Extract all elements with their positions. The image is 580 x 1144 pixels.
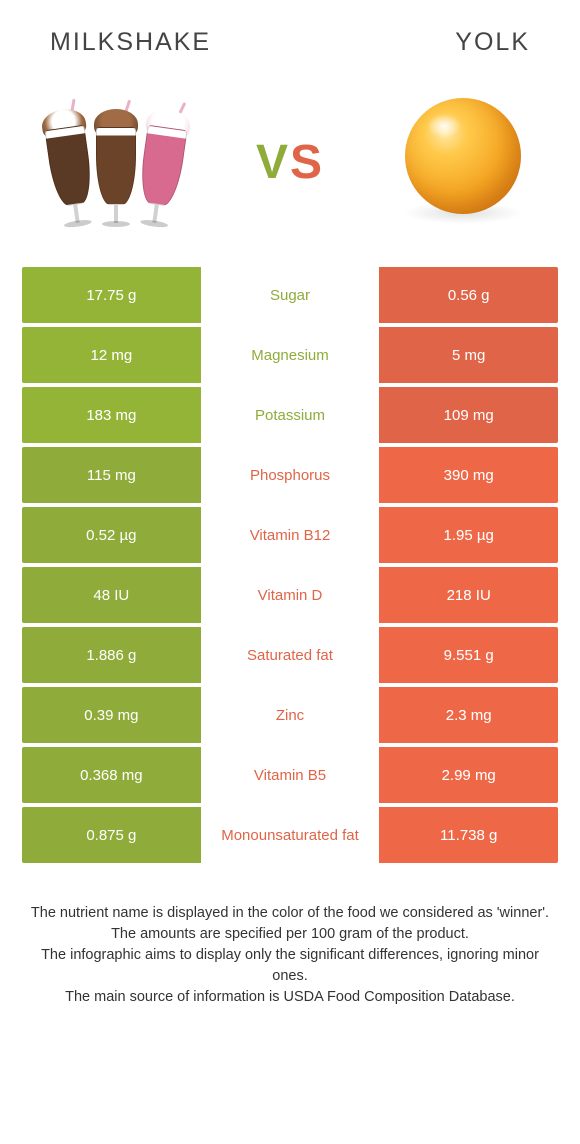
right-value: 2.3 mg	[379, 687, 558, 743]
nutrient-label: Monounsaturated fat	[201, 807, 380, 863]
vs-v: V	[256, 136, 290, 189]
left-value: 1.886 g	[22, 627, 201, 683]
nutrient-label: Vitamin B12	[201, 507, 380, 563]
right-food-title: Yolk	[455, 28, 530, 57]
images-row: VS	[0, 67, 580, 267]
left-value: 48 IU	[22, 567, 201, 623]
right-value: 11.738 g	[379, 807, 558, 863]
nutrient-label: Phosphorus	[201, 447, 380, 503]
left-value: 0.52 µg	[22, 507, 201, 563]
nutrient-label: Potassium	[201, 387, 380, 443]
footer-line: The main source of information is USDA F…	[30, 987, 550, 1008]
nutrient-label: Sugar	[201, 267, 380, 323]
vs-s: S	[290, 136, 324, 189]
milkshake-image	[30, 87, 205, 237]
nutrient-label: Saturated fat	[201, 627, 380, 683]
table-row: 12 mgMagnesium5 mg	[22, 327, 558, 383]
yolk-image	[375, 87, 550, 237]
left-value: 183 mg	[22, 387, 201, 443]
table-row: 48 IUVitamin D218 IU	[22, 567, 558, 623]
footer-line: The nutrient name is displayed in the co…	[30, 903, 550, 924]
right-value: 2.99 mg	[379, 747, 558, 803]
footer-line: The infographic aims to display only the…	[30, 945, 550, 987]
right-value: 9.551 g	[379, 627, 558, 683]
right-value: 1.95 µg	[379, 507, 558, 563]
left-value: 12 mg	[22, 327, 201, 383]
nutrient-label: Vitamin B5	[201, 747, 380, 803]
header: Milkshake Yolk	[0, 0, 580, 67]
left-food-title: Milkshake	[50, 28, 211, 57]
footer-notes: The nutrient name is displayed in the co…	[30, 903, 550, 1008]
table-row: 1.886 gSaturated fat9.551 g	[22, 627, 558, 683]
table-row: 115 mgPhosphorus390 mg	[22, 447, 558, 503]
table-row: 0.39 mgZinc2.3 mg	[22, 687, 558, 743]
table-row: 0.52 µgVitamin B121.95 µg	[22, 507, 558, 563]
right-value: 0.56 g	[379, 267, 558, 323]
footer-line: The amounts are specified per 100 gram o…	[30, 924, 550, 945]
left-value: 0.39 mg	[22, 687, 201, 743]
left-value: 0.368 mg	[22, 747, 201, 803]
vs-label: VS	[256, 135, 324, 190]
right-value: 390 mg	[379, 447, 558, 503]
right-value: 218 IU	[379, 567, 558, 623]
left-value: 0.875 g	[22, 807, 201, 863]
nutrient-label: Magnesium	[201, 327, 380, 383]
right-value: 109 mg	[379, 387, 558, 443]
table-row: 183 mgPotassium109 mg	[22, 387, 558, 443]
left-value: 115 mg	[22, 447, 201, 503]
right-value: 5 mg	[379, 327, 558, 383]
left-value: 17.75 g	[22, 267, 201, 323]
nutrient-label: Vitamin D	[201, 567, 380, 623]
table-row: 0.875 gMonounsaturated fat11.738 g	[22, 807, 558, 863]
nutrient-label: Zinc	[201, 687, 380, 743]
table-row: 0.368 mgVitamin B52.99 mg	[22, 747, 558, 803]
comparison-table: 17.75 gSugar0.56 g12 mgMagnesium5 mg183 …	[22, 267, 558, 863]
table-row: 17.75 gSugar0.56 g	[22, 267, 558, 323]
